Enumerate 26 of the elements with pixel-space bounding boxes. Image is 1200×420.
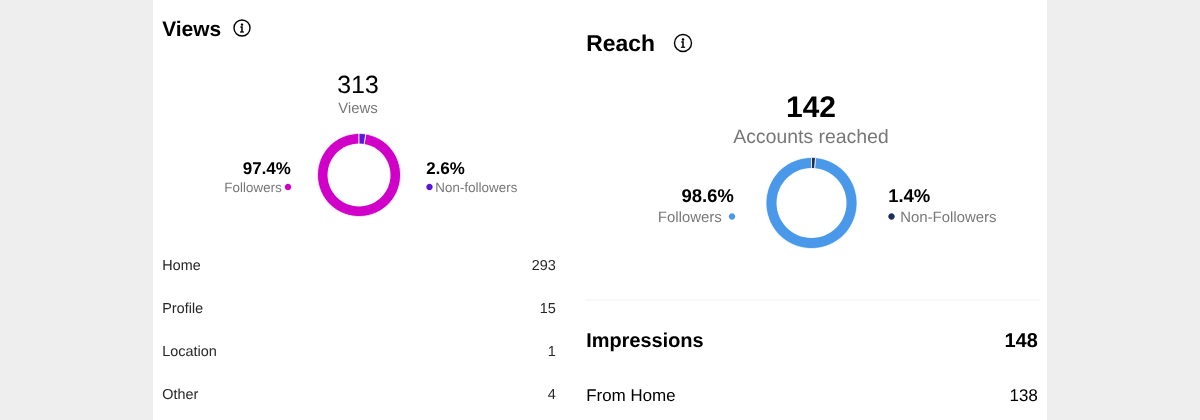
data-label: 2.6% [426, 162, 465, 175]
chart-title: Views [162, 20, 221, 37]
slice-label: Followers [225, 182, 282, 193]
data-label: 15 [540, 303, 556, 314]
data-label: 4 [548, 389, 556, 399]
category-label: Home [163, 260, 201, 271]
data-label: 97.4% [243, 162, 291, 175]
data-label: 293 [532, 259, 556, 271]
category-label: Profile [163, 302, 203, 314]
data-label: 1 [548, 346, 556, 356]
data-label: 138 [1010, 389, 1038, 402]
text: Views [338, 102, 378, 114]
data-label: 148 [1005, 333, 1038, 348]
legend-label: Non-Followers [901, 211, 996, 223]
legend-label: Non-followers [436, 182, 517, 193]
category-label: Other [162, 388, 199, 400]
slice-label: Followers [659, 211, 722, 223]
category-label: Location [163, 345, 216, 357]
category-label: From Home [587, 389, 675, 402]
text: 313 [338, 75, 378, 94]
data-label: 1.4% [889, 189, 930, 203]
text: 142 [787, 96, 835, 117]
text: Accounts reached [733, 128, 888, 144]
category-label: Impressions [587, 332, 703, 352]
data-label: 98.6% [682, 189, 734, 203]
chart-title: Reach [587, 34, 654, 52]
